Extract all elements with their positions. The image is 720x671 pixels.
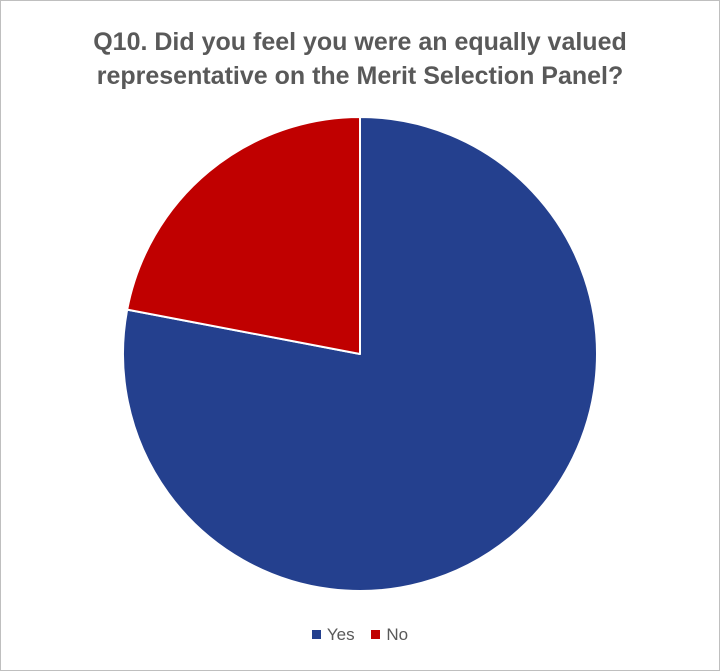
chart-title-line-1: Q10. Did you feel you were an equally va… xyxy=(93,28,627,56)
legend-swatch-yes xyxy=(311,630,321,639)
chart-title: Q10. Did you feel you were an equally va… xyxy=(1,25,719,93)
chart-title-line-2: representative on the Merit Selection Pa… xyxy=(96,62,624,90)
legend-item-no: No xyxy=(371,625,408,645)
legend-item-yes: Yes xyxy=(311,625,355,645)
legend: Yes No xyxy=(1,625,719,645)
legend-label-no: No xyxy=(386,625,409,644)
legend-label-yes: Yes xyxy=(326,625,355,644)
legend-swatch-no xyxy=(371,630,381,639)
pie-slice-no xyxy=(126,116,361,355)
